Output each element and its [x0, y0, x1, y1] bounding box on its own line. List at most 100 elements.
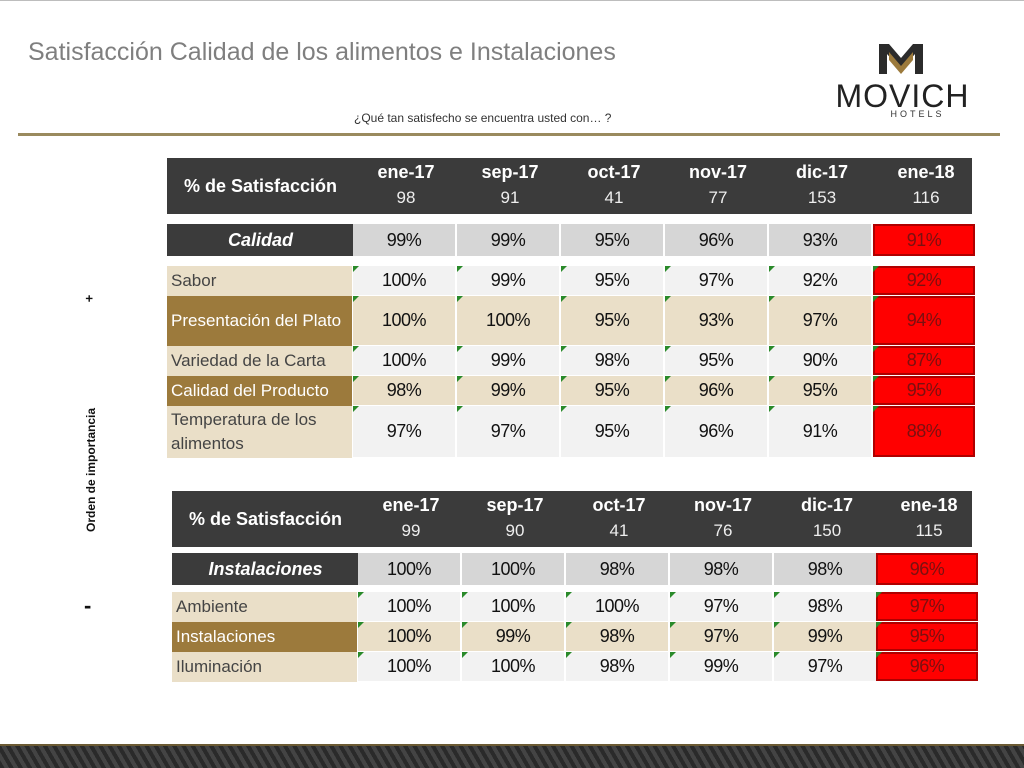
table1-cell: 98%: [353, 376, 455, 405]
table1-cell: 96%: [665, 376, 767, 405]
trend-flag-icon: [462, 622, 468, 628]
trend-flag-icon: [876, 652, 882, 658]
table1-period-0: ene-17 98: [354, 159, 458, 215]
trend-flag-icon: [353, 266, 359, 272]
trend-flag-icon: [873, 296, 879, 302]
table1-category-label: Calidad: [167, 224, 354, 256]
table1-category-value: 93%: [769, 224, 871, 256]
trend-flag-icon: [358, 652, 364, 658]
period-month: sep-17: [481, 162, 539, 182]
period-month: nov-17: [693, 495, 753, 515]
trend-flag-icon: [774, 592, 780, 598]
table1-cell: 97%: [665, 266, 767, 295]
table2-cell: 100%: [358, 592, 460, 621]
trend-flag-icon: [561, 346, 567, 352]
trend-flag-icon: [566, 592, 572, 598]
period-sample-size: 98: [396, 188, 416, 207]
trend-flag-icon: [561, 406, 567, 412]
period-month: ene-18: [900, 495, 958, 515]
table1-cell: 92%: [769, 266, 871, 295]
table2-period-1: sep-17 90: [463, 492, 567, 548]
table2-row-label: Instalaciones: [172, 622, 357, 652]
period-month: oct-17: [592, 495, 646, 515]
table1-period-2: oct-17 41: [562, 159, 666, 215]
importance-axis-label: Orden de importancia: [84, 407, 98, 532]
trend-flag-icon: [670, 652, 676, 658]
table1-cell: 95%: [873, 376, 975, 405]
table2-cell: 100%: [566, 592, 668, 621]
period-month: dic-17: [795, 162, 849, 182]
table2-category-value: 98%: [566, 553, 668, 585]
trend-flag-icon: [665, 406, 671, 412]
footer-rule: [0, 744, 1024, 746]
table1-row-label: Sabor: [167, 266, 352, 296]
table1-cell: 100%: [353, 266, 455, 295]
trend-flag-icon: [873, 346, 879, 352]
trend-flag-icon: [665, 296, 671, 302]
movich-logo: MOVICH HOTELS: [815, 38, 990, 122]
movich-m-mark-icon: [879, 44, 923, 74]
table2-category-label: Instalaciones: [172, 553, 359, 585]
table2-period-4: dic-17 150: [775, 492, 879, 548]
table2-cell: 100%: [358, 652, 460, 681]
table1-cell: 94%: [873, 296, 975, 345]
table1-cell: 92%: [873, 266, 975, 295]
trend-flag-icon: [769, 346, 775, 352]
table2-cell: 98%: [566, 622, 668, 651]
period-sample-size: 99: [401, 521, 421, 540]
table2-period-3: nov-17 76: [671, 492, 775, 548]
table1-cell: 99%: [457, 266, 559, 295]
table1-cell: 98%: [561, 346, 663, 375]
table1-cell: 95%: [769, 376, 871, 405]
period-sample-size: 150: [812, 521, 842, 540]
period-sample-size: 115: [915, 521, 943, 540]
table2-cell: 97%: [670, 592, 772, 621]
trend-flag-icon: [876, 592, 882, 598]
logo-subtext: HOTELS: [890, 109, 945, 119]
table1-cell: 88%: [873, 406, 975, 457]
period-sample-size: 41: [604, 188, 624, 207]
table2-cell: 96%: [876, 652, 978, 681]
table2-category-value: 100%: [358, 553, 460, 585]
trend-flag-icon: [457, 296, 463, 302]
table1-cell: 97%: [457, 406, 559, 457]
trend-flag-icon: [353, 406, 359, 412]
period-month: ene-17: [377, 162, 435, 182]
trend-flag-icon: [876, 622, 882, 628]
trend-flag-icon: [561, 266, 567, 272]
table2-category-value: 96%: [876, 553, 978, 585]
period-month: sep-17: [486, 495, 544, 515]
period-sample-size: 90: [505, 521, 525, 540]
table1-cell: 100%: [353, 296, 455, 345]
table1-cell: 100%: [353, 346, 455, 375]
table1-cell: 97%: [353, 406, 455, 457]
trend-flag-icon: [774, 622, 780, 628]
table1-header-row: [167, 158, 972, 214]
table2-row-label: Ambiente: [172, 592, 357, 622]
top-border: [0, 0, 1024, 1]
table1-row-label: Presentación del Plato: [167, 296, 352, 346]
table2-period-5: ene-18 115: [877, 492, 981, 548]
trend-flag-icon: [769, 266, 775, 272]
trend-flag-icon: [358, 622, 364, 628]
table1-cell: 93%: [665, 296, 767, 345]
table2-cell: 97%: [774, 652, 876, 681]
table2-period-2: oct-17 41: [567, 492, 671, 548]
table2-period-0: ene-17 99: [359, 492, 463, 548]
table1-cell: 100%: [457, 296, 559, 345]
table1-cell: 96%: [665, 406, 767, 457]
trend-flag-icon: [873, 376, 879, 382]
table1-period-4: dic-17 153: [770, 159, 874, 215]
table2-cell: 98%: [774, 592, 876, 621]
trend-flag-icon: [769, 406, 775, 412]
trend-flag-icon: [457, 406, 463, 412]
table1-row-label: Calidad del Producto: [167, 376, 352, 406]
logo-wordmark: MOVICH: [835, 78, 970, 114]
period-sample-size: 41: [609, 521, 629, 540]
table1-cell: 99%: [457, 376, 559, 405]
trend-flag-icon: [665, 346, 671, 352]
survey-question: ¿Qué tan satisfecho se encuentra usted c…: [354, 111, 612, 125]
page-title: Satisfacción Calidad de los alimentos e …: [28, 38, 616, 66]
table1-category-value: 99%: [457, 224, 559, 256]
table2-cell: 98%: [566, 652, 668, 681]
